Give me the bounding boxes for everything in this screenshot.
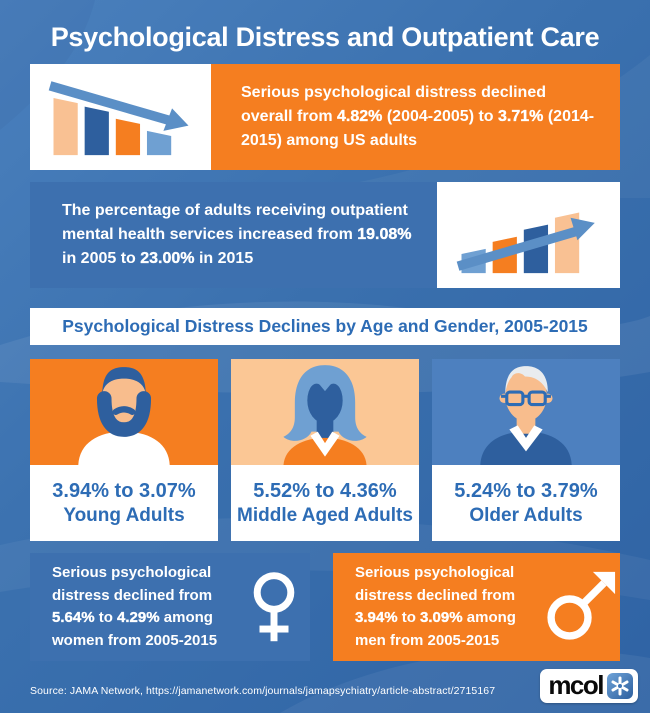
- page-title: Psychological Distress and Outpatient Ca…: [50, 22, 600, 52]
- women-distress-card: Serious psychological distress declined …: [30, 553, 310, 661]
- women-distress-text: Serious psychological distress declined …: [52, 564, 218, 649]
- young-adults-range: 3.94% to 3.07%: [52, 480, 196, 502]
- older-adults-range: 5.24% to 3.79%: [454, 480, 598, 502]
- male-symbol-icon: [540, 567, 620, 647]
- middle-aged-woman-avatar: [231, 359, 419, 465]
- middle-aged-adults-name: Middle Aged Adults: [237, 505, 413, 526]
- young-adult-man-avatar: [30, 359, 218, 465]
- overall-distress-text: Serious psychological distress declined …: [241, 84, 595, 149]
- young-adults-name: Young Adults: [63, 505, 185, 526]
- young-adults-label: 3.94% to 3.07% Young Adults: [30, 465, 218, 541]
- declining-bar-chart-icon: [30, 64, 211, 170]
- middle-aged-adults-label: 5.52% to 4.36% Middle Aged Adults: [231, 465, 419, 541]
- older-adults-name: Older Adults: [469, 505, 583, 526]
- outpatient-services-panel: The percentage of adults receiving outpa…: [30, 182, 437, 288]
- men-distress-card: Serious psychological distress declined …: [333, 553, 620, 661]
- middle-aged-adults-card: 5.52% to 4.36% Middle Aged Adults: [231, 359, 419, 541]
- asterisk-icon: [607, 673, 633, 699]
- overall-distress-card: Serious psychological distress declined …: [30, 64, 620, 170]
- rising-bar-chart-icon: [437, 182, 620, 288]
- young-adults-card: 3.94% to 3.07% Young Adults: [30, 359, 218, 541]
- mcol-logo: mcol: [540, 669, 638, 703]
- source-citation: Source: JAMA Network, https://jamanetwor…: [30, 685, 496, 697]
- older-adult-man-avatar: [432, 359, 620, 465]
- outpatient-services-card: The percentage of adults receiving outpa…: [30, 182, 620, 288]
- overall-distress-panel: Serious psychological distress declined …: [211, 64, 620, 170]
- mcol-logo-text: mcol: [548, 670, 604, 700]
- older-adults-label: 5.24% to 3.79% Older Adults: [432, 465, 620, 541]
- age-group-row: 3.94% to 3.07% Young Adults 5.52% to 4.3…: [30, 359, 620, 541]
- outpatient-services-text: The percentage of adults receiving outpa…: [62, 202, 412, 267]
- men-distress-text: Serious psychological distress declined …: [355, 564, 516, 649]
- older-adults-card: 5.24% to 3.79% Older Adults: [432, 359, 620, 541]
- section-banner: Psychological Distress Declines by Age a…: [30, 308, 620, 345]
- section-banner-text: Psychological Distress Declines by Age a…: [62, 316, 588, 336]
- middle-aged-adults-range: 5.52% to 4.36%: [253, 480, 397, 502]
- female-symbol-icon: [238, 563, 310, 651]
